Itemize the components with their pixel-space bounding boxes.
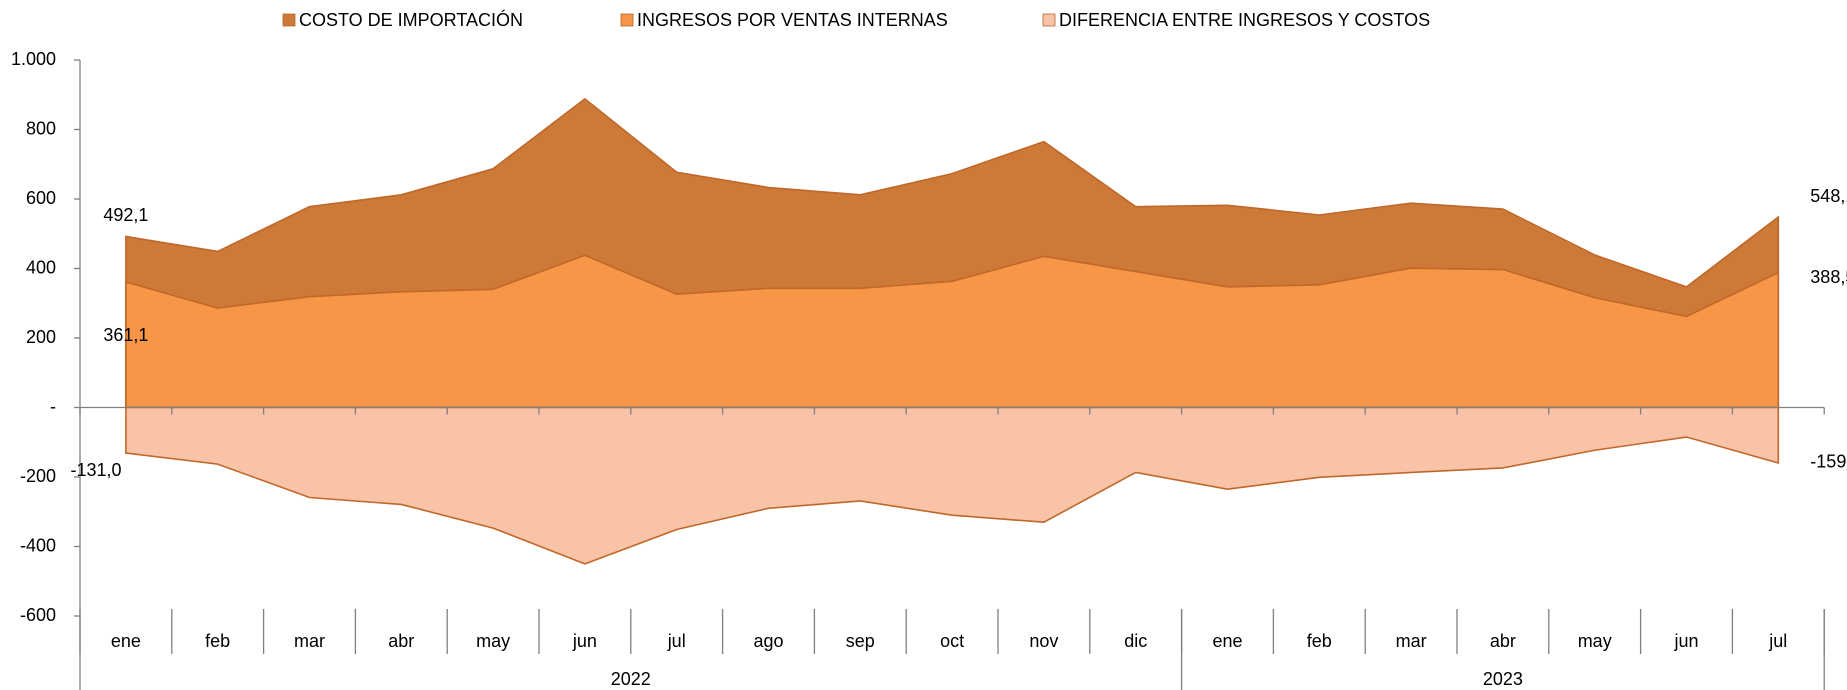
- legend-swatch: [620, 13, 634, 27]
- x-tick-label: nov: [1029, 631, 1058, 651]
- x-tick-label: jul: [1768, 631, 1787, 651]
- y-tick-label: -400: [20, 535, 56, 555]
- x-tick-label: mar: [294, 631, 325, 651]
- x-tick-label: sep: [846, 631, 875, 651]
- data-label: 492,1: [103, 205, 148, 225]
- area: [125, 254, 1780, 409]
- y-tick-label: -: [50, 396, 56, 416]
- x-tick-label: abr: [388, 631, 414, 651]
- data-label: 548,1: [1810, 186, 1847, 206]
- y-tick-label: 800: [26, 118, 56, 138]
- x-tick-label: mar: [1396, 631, 1427, 651]
- x-tick-label: ago: [753, 631, 783, 651]
- y-tick-label: 200: [26, 327, 56, 347]
- data-label: -159,6: [1810, 452, 1847, 472]
- y-tick-label: -200: [20, 466, 56, 486]
- data-label: 361,1: [103, 325, 148, 345]
- group-label: 2023: [1483, 669, 1523, 689]
- y-tick-label: -600: [20, 605, 56, 625]
- legend-label: INGRESOS POR VENTAS INTERNAS: [637, 10, 948, 30]
- legend-swatch: [282, 13, 296, 27]
- legend-label: COSTO DE IMPORTACIÓN: [299, 9, 523, 30]
- x-tick-label: may: [476, 631, 510, 651]
- x-tick-label: feb: [205, 631, 230, 651]
- data-label: 388,5: [1810, 267, 1847, 287]
- area: [125, 406, 1780, 565]
- group-label: 2022: [611, 669, 651, 689]
- x-tick-label: ene: [1212, 631, 1242, 651]
- data-label: -131,0: [70, 460, 121, 480]
- legend-swatch: [1042, 13, 1056, 27]
- y-tick-label: 1.000: [11, 49, 56, 69]
- y-tick-label: 400: [26, 257, 56, 277]
- legend-label: DIFERENCIA ENTRE INGRESOS Y COSTOS: [1059, 10, 1430, 30]
- x-tick-label: feb: [1307, 631, 1332, 651]
- x-tick-label: ene: [111, 631, 141, 651]
- x-tick-label: abr: [1490, 631, 1516, 651]
- x-tick-label: jul: [667, 631, 686, 651]
- x-tick-label: dic: [1124, 631, 1147, 651]
- x-tick-label: may: [1578, 631, 1612, 651]
- x-tick-label: jun: [572, 631, 597, 651]
- x-tick-label: jun: [1673, 631, 1698, 651]
- y-tick-label: 600: [26, 188, 56, 208]
- x-tick-label: oct: [940, 631, 964, 651]
